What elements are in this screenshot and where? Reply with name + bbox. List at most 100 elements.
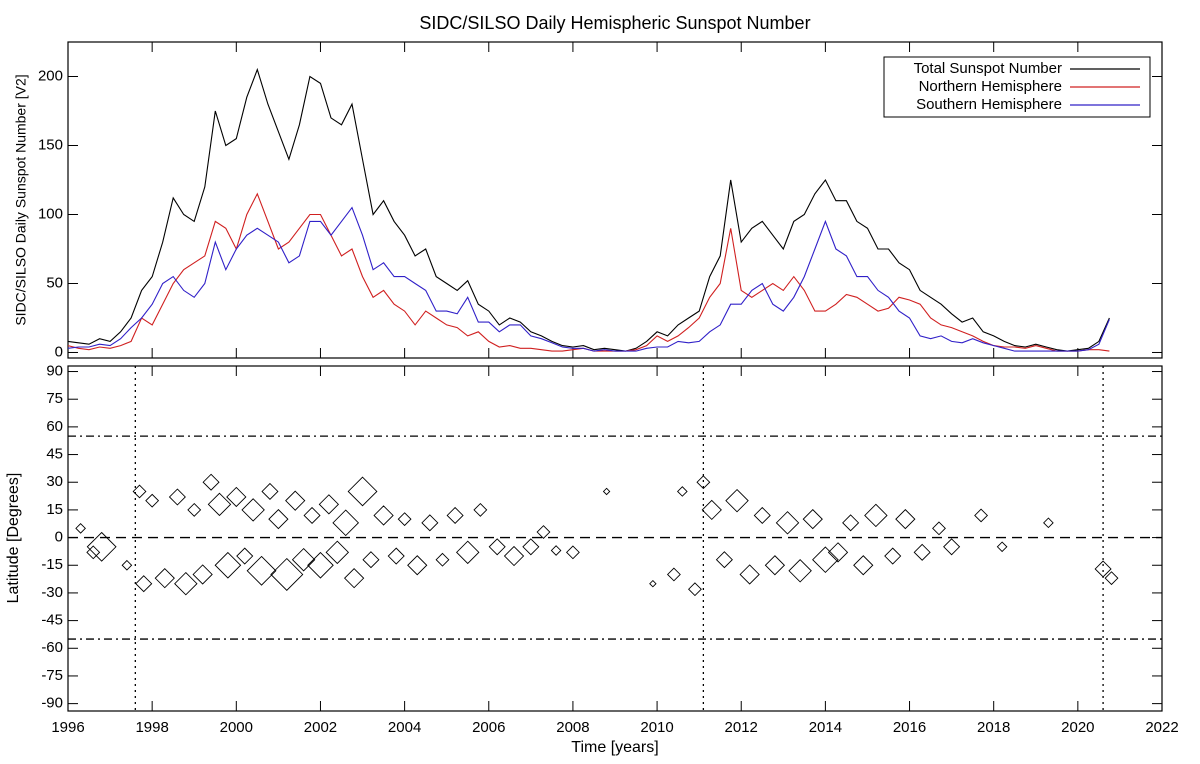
- sunspot-marker: [932, 521, 946, 536]
- legend-label: Northern Hemisphere: [919, 78, 1062, 95]
- plot-frame: [67, 365, 1163, 712]
- sunspot-marker: [446, 506, 464, 524]
- series-line: [67, 206, 1110, 352]
- y-axis-label: SIDC/SILSO Daily Sunspot Number [V2]: [13, 74, 29, 325]
- sunspot-marker: [207, 492, 232, 517]
- sunspot-marker: [488, 538, 506, 556]
- sunspot-marker: [455, 540, 480, 565]
- sunspot-marker: [996, 541, 1008, 553]
- sunspot-marker: [154, 568, 175, 589]
- plot-frame: [67, 41, 1163, 359]
- sunspot-marker: [75, 523, 86, 534]
- sunspot-marker: [812, 546, 839, 574]
- x-tick-label: 1996: [51, 719, 84, 736]
- sunspot-marker: [325, 540, 350, 565]
- sunspot-marker: [291, 547, 316, 572]
- sunspot-marker: [307, 551, 334, 579]
- y-tick-label: 90: [46, 363, 63, 380]
- sunspot-marker: [696, 475, 711, 490]
- x-tick-label: 2014: [809, 719, 842, 736]
- sunspot-marker: [192, 564, 213, 585]
- sunspot-marker: [373, 505, 394, 526]
- x-tick-label: 2006: [472, 719, 505, 736]
- sunspot-marker: [246, 555, 277, 586]
- sunspot-marker: [701, 499, 722, 521]
- sunspot-marker: [788, 559, 812, 583]
- sunspot-marker: [226, 486, 247, 508]
- sunspot-marker: [174, 571, 198, 596]
- y-tick-label: 200: [38, 67, 63, 84]
- series-line: [67, 67, 1110, 352]
- sunspot-marker: [145, 493, 160, 508]
- sunspot-marker: [884, 547, 902, 565]
- x-tick-label: 2002: [304, 719, 337, 736]
- sunspot-marker: [347, 476, 378, 507]
- x-tick-label: 2020: [1061, 719, 1094, 736]
- y-tick-label: 45: [46, 446, 63, 463]
- y-tick-label: -75: [41, 667, 63, 684]
- x-tick-label: 2008: [556, 719, 589, 736]
- x-axis-label: Time [years]: [571, 739, 658, 756]
- y-tick-label: -15: [41, 556, 63, 573]
- y-tick-label: 60: [46, 418, 63, 435]
- y-tick-label: -60: [41, 639, 63, 656]
- y-tick-label: -90: [41, 695, 63, 712]
- sunspot-marker: [202, 473, 220, 491]
- sunspot-marker: [503, 545, 525, 567]
- sunspot-marker: [343, 568, 365, 589]
- y-tick-label: 0: [55, 343, 63, 360]
- sunspot-marker: [421, 514, 439, 532]
- sunspot-marker: [827, 542, 849, 563]
- y-tick-label: 100: [38, 205, 63, 222]
- sunspot-marker: [550, 545, 562, 556]
- y-tick-label: 50: [46, 274, 63, 291]
- x-tick-label: 1998: [135, 719, 168, 736]
- legend-label: Total Sunspot Number: [914, 60, 1062, 77]
- sunspot-marker: [602, 487, 611, 496]
- sunspot-marker: [676, 486, 688, 497]
- y-tick-label: 30: [46, 473, 63, 490]
- sunspot-marker: [214, 551, 242, 579]
- x-tick-label: 2000: [220, 719, 253, 736]
- sunspot-marker: [864, 503, 888, 528]
- y-tick-label: 75: [46, 390, 63, 407]
- sunspot-marker: [261, 482, 279, 500]
- sunspot-marker: [241, 498, 265, 522]
- y-tick-label: -45: [41, 612, 63, 629]
- sunspot-marker: [688, 582, 702, 597]
- x-tick-label: 2022: [1145, 719, 1178, 736]
- sunspot-marker: [802, 508, 823, 530]
- sunspot-marker: [895, 508, 916, 530]
- sunspot-marker: [649, 579, 657, 588]
- sunspot-marker: [270, 557, 304, 592]
- x-tick-label: 2018: [977, 719, 1010, 736]
- sunspot-marker: [168, 488, 186, 506]
- sunspot-marker: [86, 531, 117, 562]
- sunspot-marker: [362, 551, 380, 569]
- sunspot-marker: [842, 514, 860, 532]
- sunspot-marker: [853, 555, 874, 576]
- sunspot-marker: [187, 502, 202, 517]
- sunspot-marker: [397, 512, 412, 527]
- y-tick-label: 15: [46, 501, 63, 518]
- sunspot-marker: [303, 506, 321, 524]
- sunspot-marker: [332, 509, 360, 537]
- sunspot-marker: [775, 511, 800, 535]
- x-tick-label: 2016: [893, 719, 926, 736]
- y-tick-label: 0: [55, 529, 63, 546]
- sunspot-marker: [435, 552, 450, 567]
- sunspot-marker: [739, 564, 760, 585]
- sunspot-marker: [565, 545, 580, 560]
- y-axis-label: Latitude [Degrees]: [5, 473, 22, 604]
- sunspot-marker: [536, 525, 551, 539]
- sunspot-marker: [764, 555, 786, 576]
- sunspot-marker: [86, 545, 101, 560]
- sunspot-marker: [715, 551, 733, 569]
- sunspot-marker: [407, 555, 428, 576]
- sunspot-marker: [666, 567, 681, 582]
- sunspot-marker: [522, 538, 540, 556]
- sunspot-marker: [974, 508, 989, 523]
- chart-title: SIDC/SILSO Daily Hemispheric Sunspot Num…: [419, 13, 810, 33]
